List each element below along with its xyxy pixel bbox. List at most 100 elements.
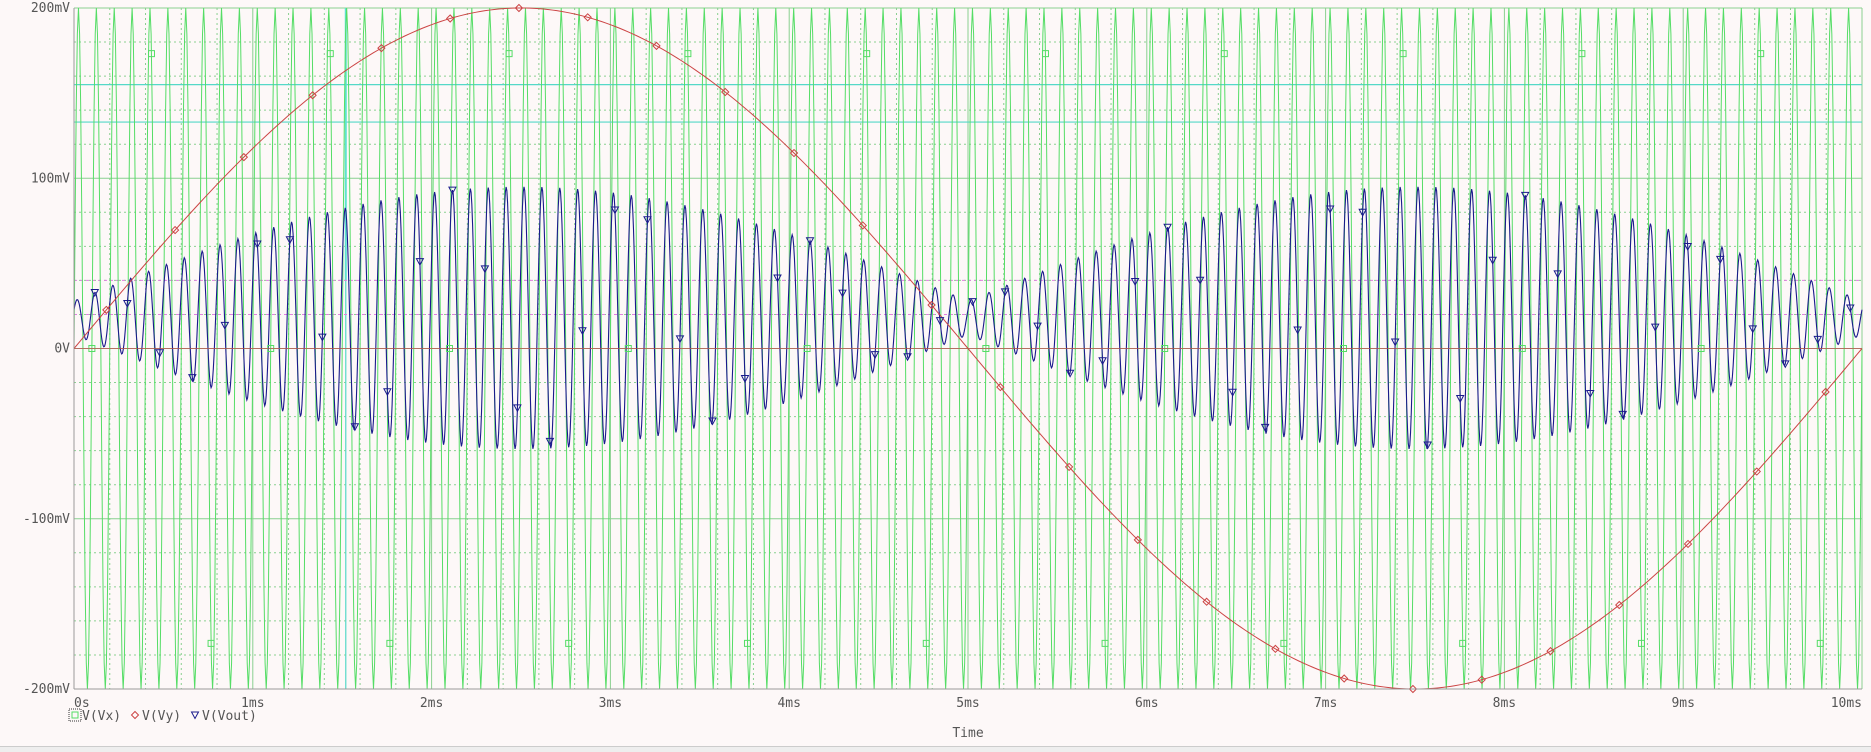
vout-marker [1260, 423, 1270, 432]
vout-marker [740, 375, 750, 384]
vy-marker [514, 3, 524, 13]
vout-marker [513, 404, 522, 413]
vout-marker [610, 206, 620, 215]
vy-marker [721, 87, 730, 97]
vout-marker [675, 335, 685, 344]
vout-marker [1293, 326, 1302, 335]
vy-marker [1271, 644, 1280, 654]
vout-marker [1780, 360, 1790, 369]
legend[interactable]: V(Vx) V(Vy) V(Vout) [68, 708, 257, 724]
x-axis-label: Time [952, 726, 983, 741]
vout-marker [1033, 322, 1042, 331]
vx-marker [326, 50, 334, 58]
vx-marker [1757, 50, 1765, 58]
vout-marker [253, 240, 262, 249]
vx-marker [386, 639, 394, 647]
vout-marker [1585, 389, 1595, 399]
vx-marker [743, 639, 751, 647]
vy-marker [308, 91, 317, 100]
vout-marker [773, 274, 782, 283]
vx-marker [1459, 639, 1467, 647]
vout-marker [350, 423, 360, 432]
vout-marker [1163, 223, 1172, 232]
vx-marker [1816, 639, 1824, 647]
vout-marker [1715, 255, 1725, 264]
legend-item-v-vx[interactable]: V(Vx) [68, 708, 121, 724]
y-tick-label: 200mV [31, 1, 70, 16]
vx-marker [684, 50, 692, 58]
vx-marker [565, 639, 573, 647]
vout-marker [1813, 335, 1823, 344]
vout-marker [190, 711, 200, 720]
vout-marker [1845, 304, 1855, 313]
legend-item-v-vout[interactable]: V(Vout) [190, 709, 257, 724]
vout-marker [285, 236, 295, 245]
vy-marker [1202, 597, 1211, 606]
vy-marker [1752, 467, 1761, 476]
vout-marker [1325, 205, 1335, 214]
x-tick-label: 3ms [599, 696, 622, 711]
vout-marker [90, 289, 100, 298]
vy-marker [1546, 646, 1555, 656]
vx-marker [1637, 639, 1645, 647]
vx-marker [922, 639, 930, 647]
vx-marker [505, 50, 513, 58]
vout-marker [1098, 357, 1107, 366]
x-tick-label: 2ms [420, 696, 443, 711]
vy-marker [583, 13, 592, 22]
vout-marker [318, 333, 327, 342]
vout-marker [1000, 288, 1010, 297]
vy-marker [858, 221, 867, 230]
x-tick-label: 5ms [956, 696, 979, 711]
vx-marker [71, 711, 79, 719]
vy-marker [1133, 535, 1143, 545]
vy-marker [996, 382, 1005, 392]
vx-marker [207, 639, 215, 647]
vout-marker [448, 186, 457, 195]
vout-marker [545, 437, 555, 446]
x-tick-label: 8ms [1493, 696, 1516, 711]
vy-marker [652, 41, 661, 51]
vout-marker [1553, 270, 1563, 279]
vout-marker [708, 417, 717, 426]
y-tick-label: 0V [54, 342, 70, 357]
vy-marker [789, 148, 799, 158]
vout-marker [935, 317, 945, 326]
axes [73, 8, 1862, 690]
vout-marker [1228, 388, 1237, 397]
x-tick-label: 1ms [241, 696, 264, 711]
vout-marker [838, 289, 847, 298]
vy-marker [1064, 462, 1074, 472]
legend-label: V(Vout) [202, 709, 257, 724]
vy-marker [1408, 684, 1418, 694]
legend-label: V(Vx) [82, 709, 121, 724]
vout-marker [1683, 243, 1693, 252]
vout-marker [122, 299, 132, 309]
vy-marker [102, 305, 111, 315]
y-tick-label: -200mV [23, 682, 70, 697]
vx-marker [1399, 50, 1407, 58]
vout-marker [1358, 208, 1367, 217]
x-tick-label: 9ms [1671, 696, 1694, 711]
vout-marker [903, 353, 912, 362]
vout-marker [1455, 395, 1465, 404]
vout-marker [383, 388, 392, 397]
vout-marker [1423, 441, 1433, 450]
vy-marker [927, 300, 936, 310]
status-strip [0, 746, 1871, 752]
vy-marker [170, 225, 180, 235]
vx-marker [1101, 639, 1109, 647]
vout-marker [1130, 277, 1140, 287]
vout-marker [643, 216, 652, 225]
x-tick-label: 10ms [1831, 696, 1862, 711]
legend-item-v-vy[interactable]: V(Vy) [130, 709, 182, 724]
marker-layer [88, 3, 1855, 694]
vout-marker [1748, 325, 1758, 334]
vout-marker [220, 321, 230, 330]
x-tick-label: 6ms [1135, 696, 1158, 711]
vy-marker [1615, 600, 1624, 610]
vx-marker [1280, 639, 1288, 647]
x-tick-label: 0s [74, 696, 90, 711]
vout-marker [805, 237, 815, 246]
